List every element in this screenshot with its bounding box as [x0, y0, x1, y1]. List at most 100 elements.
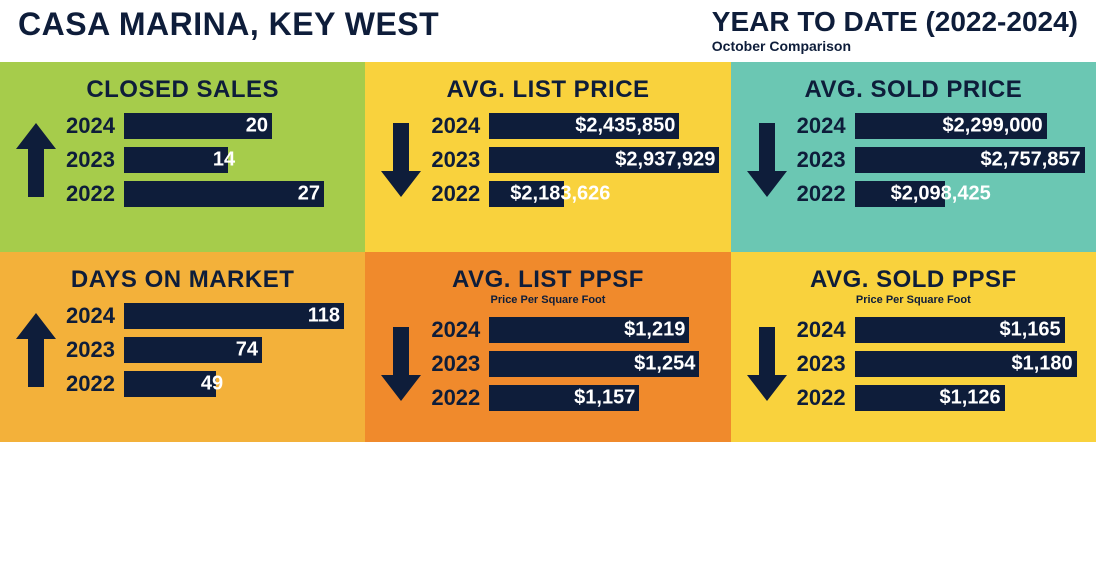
year-label: 2022 — [431, 181, 489, 207]
header-title-right: YEAR TO DATE (2022-2024) — [712, 6, 1078, 38]
panel-body: 2024 20 202314 2022 27 — [14, 106, 351, 214]
panel-title: AVG. LIST PRICE — [379, 76, 716, 104]
bar-value: $1,219 — [624, 319, 685, 342]
bar-wrap: $2,299,000 — [855, 113, 1082, 139]
bar-row: 2024$2,435,850 — [431, 112, 716, 140]
arrow-down-icon — [745, 327, 789, 401]
bar-value: $2,299,000 — [943, 115, 1043, 138]
bar-wrap: $2,183,626 — [489, 181, 716, 207]
bar-rows: 2024118202374202249 — [66, 296, 351, 404]
bar-wrap: 27 — [124, 181, 351, 207]
bar-row: 2023 $1,254 — [431, 350, 716, 378]
panel-avg-list-price: AVG. LIST PRICE2024$2,435,8502023$2,937,… — [365, 62, 730, 252]
year-label: 2024 — [797, 113, 855, 139]
bar-rows: 2024$2,435,8502023$2,937,9292022$2,183,6… — [431, 106, 716, 214]
year-label: 2024 — [66, 303, 124, 329]
year-label: 2023 — [66, 337, 124, 363]
bar-wrap: $2,435,850 — [489, 113, 716, 139]
header-subtitle-right: October Comparison — [712, 38, 1078, 54]
panel-title: DAYS ON MARKET — [14, 266, 351, 294]
panel-body: 2024$2,435,8502023$2,937,9292022$2,183,6… — [379, 106, 716, 214]
bar-rows: 2024 $1,165 2023 $1,180 2022 $1,126 — [797, 310, 1082, 418]
year-label: 2024 — [797, 317, 855, 343]
bar-wrap: $2,937,929 — [489, 147, 716, 173]
bar-value: 49 — [201, 373, 223, 396]
bar-value: $2,757,857 — [981, 149, 1081, 172]
arrow-up-icon — [14, 123, 58, 197]
bar-value: $1,165 — [999, 319, 1060, 342]
year-label: 2023 — [797, 351, 855, 377]
panel-title: AVG. SOLD PPSF — [745, 266, 1082, 294]
bar-wrap: $1,254 — [489, 351, 716, 377]
year-label: 2023 — [431, 351, 489, 377]
arrow-up-icon — [14, 313, 58, 387]
year-label: 2022 — [797, 385, 855, 411]
year-label: 2022 — [431, 385, 489, 411]
bar-wrap: 118 — [124, 303, 351, 329]
bar — [124, 181, 324, 207]
bar-value: $1,126 — [939, 387, 1000, 410]
bar-rows: 2024 $2,299,000 2023 $2,757,857 2022 $2,098,4… — [797, 106, 1082, 214]
bar-value: $2,183,626 — [510, 183, 610, 206]
bar-row: 2022 27 — [66, 180, 351, 208]
bar-wrap: $2,757,857 — [855, 147, 1082, 173]
bar-value: 27 — [298, 183, 320, 206]
year-label: 2024 — [66, 113, 124, 139]
bar-row: 2024 118 — [66, 302, 351, 330]
bar-wrap: $1,126 — [855, 385, 1082, 411]
bar-row: 2022 $2,183,626 — [431, 180, 716, 208]
panels-grid: CLOSED SALES202420202314202227AVG. LIST … — [0, 62, 1096, 442]
bar-rows: 2024 $1,219 2023 $1,254 2022$1,157 — [431, 310, 716, 418]
bar-row: 2023 $2,757,857 — [797, 146, 1082, 174]
panel-title: AVG. LIST PPSF — [379, 266, 716, 294]
year-label: 2023 — [797, 147, 855, 173]
bar-wrap: 20 — [124, 113, 351, 139]
year-label: 2022 — [66, 181, 124, 207]
bar-value: 118 — [308, 305, 340, 328]
bar-wrap: $1,180 — [855, 351, 1082, 377]
bar-value: 20 — [246, 115, 268, 138]
year-label: 2022 — [66, 371, 124, 397]
header-right-block: YEAR TO DATE (2022-2024) October Compari… — [712, 6, 1078, 54]
bar-value: 14 — [213, 149, 235, 172]
panel-title: CLOSED SALES — [14, 76, 351, 104]
bar-row: 2022 49 — [66, 370, 351, 398]
panel-subtitle: Price Per Square Foot — [379, 294, 716, 306]
year-label: 2022 — [797, 181, 855, 207]
bar-row: 2022 $1,126 — [797, 384, 1082, 412]
bar-row: 2024 20 — [66, 112, 351, 140]
panel-body: 2024 $1,219 2023 $1,254 2022$1,157 — [379, 310, 716, 418]
bar-wrap: $1,157 — [489, 385, 716, 411]
bar-row: 2023 $1,180 — [797, 350, 1082, 378]
panel-avg-sold-price: AVG. SOLD PRICE 2024 $2,299,000 2023 $2,757,… — [731, 62, 1096, 252]
bar-wrap: 74 — [124, 337, 351, 363]
bar-row: 2022$1,157 — [431, 384, 716, 412]
bar-wrap: 14 — [124, 147, 351, 173]
panel-avg-sold-ppsf: AVG. SOLD PPSFPrice Per Square Foot 2024 $… — [731, 252, 1096, 442]
year-label: 2023 — [431, 147, 489, 173]
panel-body: 2024118202374202249 — [14, 296, 351, 404]
bar-row: 2023$2,937,929 — [431, 146, 716, 174]
bar-value: $2,098,425 — [891, 183, 991, 206]
header: CASA MARINA, KEY WEST YEAR TO DATE (2022… — [0, 0, 1096, 62]
bar-row: 202314 — [66, 146, 351, 174]
bar-rows: 2024 20 202314 2022 27 — [66, 106, 351, 214]
year-label: 2024 — [431, 113, 489, 139]
bar-wrap: 49 — [124, 371, 351, 397]
panel-title: AVG. SOLD PRICE — [745, 76, 1082, 104]
bar-value: $1,254 — [634, 353, 695, 376]
bar-wrap: $1,219 — [489, 317, 716, 343]
panel-avg-list-ppsf: AVG. LIST PPSFPrice Per Square Foot 2024 $… — [365, 252, 730, 442]
bar-row: 2024 $1,219 — [431, 316, 716, 344]
header-title-left: CASA MARINA, KEY WEST — [18, 6, 439, 43]
bar-row: 202374 — [66, 336, 351, 364]
year-label: 2024 — [431, 317, 489, 343]
panel-days-on-market: DAYS ON MARKET2024118202374202249 — [0, 252, 365, 442]
panel-closed-sales: CLOSED SALES 2024 20 202314 2022 27 — [0, 62, 365, 252]
panel-subtitle: Price Per Square Foot — [745, 294, 1082, 306]
arrow-down-icon — [379, 123, 423, 197]
panel-body: 2024 $1,165 2023 $1,180 2022 $1,126 — [745, 310, 1082, 418]
bar-value: $1,180 — [1011, 353, 1072, 376]
bar-wrap: $1,165 — [855, 317, 1082, 343]
bar-row: 2024 $2,299,000 — [797, 112, 1082, 140]
